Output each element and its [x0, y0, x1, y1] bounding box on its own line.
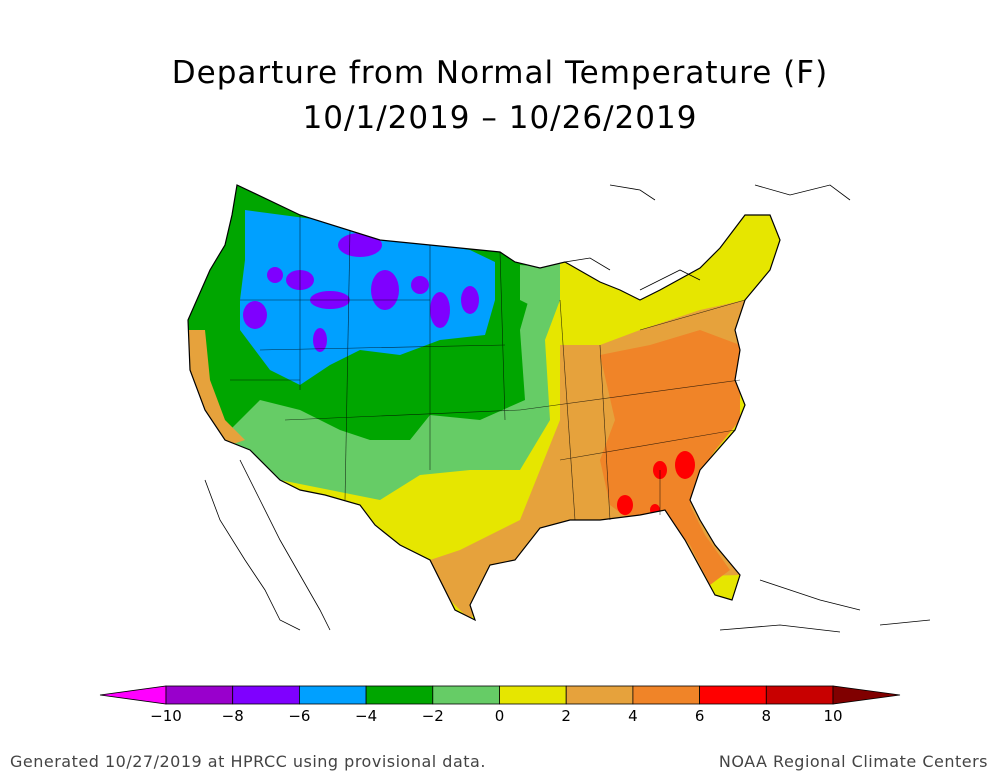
legend-bin [232, 685, 300, 705]
legend-tick-label: −8 [222, 707, 244, 725]
legend-bin [699, 685, 767, 705]
temperature-departure-map [187, 184, 931, 633]
legend-bin [365, 685, 434, 705]
neighbor-coastlines [204, 184, 931, 633]
legend-bin-low-arrow [99, 685, 167, 705]
legend-bin [632, 685, 701, 705]
generated-note: Generated 10/27/2019 at HPRCC using prov… [10, 752, 486, 771]
legend-bin [765, 685, 834, 705]
map-title: Departure from Normal Temperature (F) [171, 55, 829, 91]
map-date-range: 10/1/2019 – 10/26/2019 [302, 100, 698, 136]
legend-tick-label: 8 [762, 707, 772, 725]
legend-bin [565, 685, 634, 705]
temperature-field [188, 185, 780, 620]
legend-bin-high-arrow [832, 685, 901, 705]
legend-tick-label: 6 [695, 707, 705, 725]
us-outline [187, 184, 781, 622]
state-boundaries [230, 215, 746, 521]
legend-tick-label: −10 [150, 707, 182, 725]
color-legend: −10 −8 −6 −4 −2 0 2 4 6 8 10 [99, 685, 901, 725]
legend-tick-label: −2 [422, 707, 444, 725]
legend-tick-label: 10 [823, 707, 842, 725]
legend-bin [499, 685, 567, 705]
source-credit: NOAA Regional Climate Centers [718, 752, 988, 771]
legend-tick-label: 0 [495, 707, 505, 725]
legend-bin [298, 685, 367, 705]
legend-bin [432, 685, 500, 705]
legend-tick-label: −4 [355, 707, 377, 725]
legend-tick-label: 2 [561, 707, 571, 725]
legend-bin [165, 685, 234, 705]
legend-tick-label: 4 [628, 707, 638, 725]
legend-tick-label: −6 [288, 707, 310, 725]
